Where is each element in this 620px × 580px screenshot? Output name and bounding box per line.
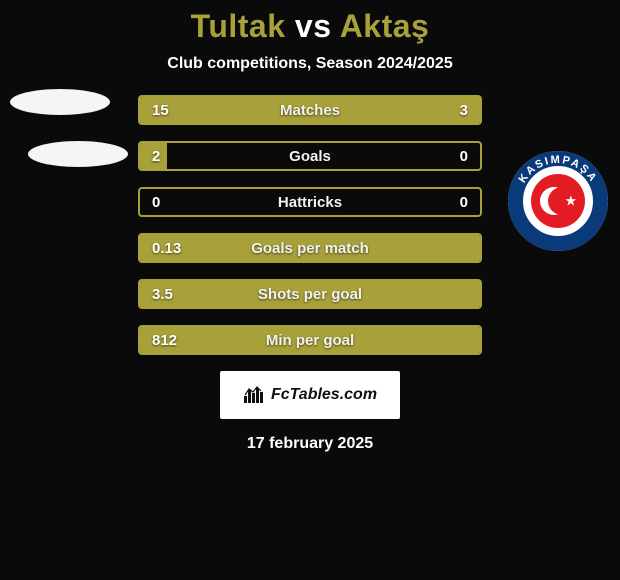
date-label: 17 february 2025 (0, 435, 620, 453)
club-name-arc: KASIMPAŞA (508, 151, 608, 251)
stat-row: 0Hattricks0 (138, 187, 482, 217)
stat-row: 812Min per goal (138, 325, 482, 355)
stat-row: 15Matches3 (138, 95, 482, 125)
brand-badge: FcTables.com (220, 371, 400, 419)
stat-label: Min per goal (220, 332, 400, 349)
player1-name: Tultak (191, 8, 286, 44)
page-title: Tultak vs Aktaş (0, 8, 620, 45)
right-club-logo: KASIMPAŞA ★ (508, 151, 608, 251)
star-icon: ★ (564, 193, 577, 210)
stat-value-left: 15 (140, 102, 220, 119)
club-badge-icon: KASIMPAŞA ★ (508, 151, 608, 251)
stat-value-left: 2 (140, 148, 220, 165)
stat-label: Shots per goal (220, 286, 400, 303)
subtitle: Club competitions, Season 2024/2025 (0, 55, 620, 73)
stat-label: Matches (220, 102, 400, 119)
ellipse-icon (10, 89, 110, 115)
stat-value-right: 0 (400, 194, 480, 211)
crescent-icon (540, 187, 568, 215)
stat-value-right: 0 (400, 148, 480, 165)
player2-name: Aktaş (340, 8, 430, 44)
stats-card: Tultak vs Aktaş Club competitions, Seaso… (0, 0, 620, 453)
brand-text: FcTables.com (271, 386, 377, 404)
stat-value-left: 0.13 (140, 240, 220, 257)
stat-value-right: 3 (400, 102, 480, 119)
chart-bars-icon (243, 386, 265, 404)
stat-value-left: 0 (140, 194, 220, 211)
ellipse-stack-icon (10, 89, 128, 167)
ellipse-icon (28, 141, 128, 167)
stat-row: 2Goals0 (138, 141, 482, 171)
svg-text:KASIMPAŞA: KASIMPAŞA (516, 154, 599, 185)
stat-label: Goals (220, 148, 400, 165)
left-club-logo (10, 89, 128, 167)
stat-row: 0.13Goals per match (138, 233, 482, 263)
stat-label: Goals per match (220, 240, 400, 257)
stat-value-left: 812 (140, 332, 220, 349)
stat-rows: 15Matches32Goals00Hattricks00.13Goals pe… (138, 95, 482, 355)
vs-label: vs (295, 8, 332, 44)
stat-value-left: 3.5 (140, 286, 220, 303)
stat-row: 3.5Shots per goal (138, 279, 482, 309)
stat-label: Hattricks (220, 194, 400, 211)
stats-area: KASIMPAŞA ★ 15Matches32Goals00Hattricks0… (0, 95, 620, 453)
